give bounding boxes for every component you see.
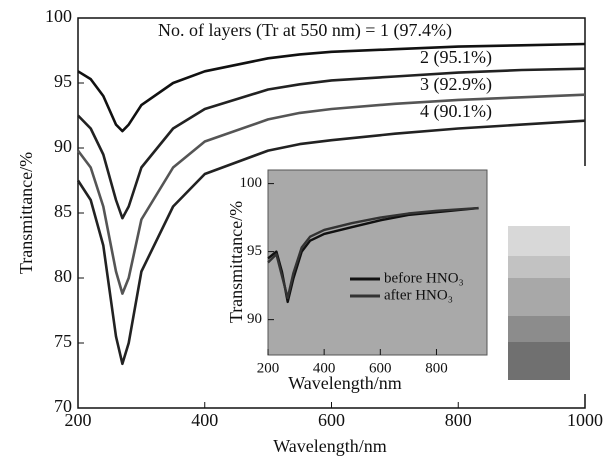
x-tick-label: 400 [313,360,336,376]
y-tick-label: 95 [54,71,72,91]
y-tick-label: 100 [240,175,263,191]
y-tick-label: 95 [247,243,262,259]
inset-y-axis-label: Transmittance/% [226,201,246,323]
inset: Transmittance/% Wavelength/nm 90 95 100 200… [222,166,600,394]
swatch-band [508,226,570,256]
y-tick-label: 85 [54,201,72,221]
x-tick-label: 200 [257,360,280,376]
series-line [267,206,479,300]
swatch-band [508,342,570,380]
swatch-band [508,256,570,278]
x-axis-label: Wavelength/nm [273,436,387,456]
x-tick-label: 600 [369,360,392,376]
legend-label: before HNO₃ [384,270,464,286]
swatch-band [508,316,570,342]
x-tick-label: 200 [65,410,92,430]
annotation: 3 (92.9%) [420,74,492,95]
y-axis-label: Transmittance/% [16,152,36,274]
x-tick-label: 800 [425,360,448,376]
y-tick-label: 75 [54,331,72,351]
inset-x-axis-label: Wavelength/nm [288,373,402,393]
series-line [76,119,586,366]
swatch-band [508,278,570,316]
annotation: No. of layers (Tr at 550 nm) = 1 (97.4%) [158,20,452,41]
y-tick-label: 100 [45,6,72,26]
sample-swatch [508,226,570,380]
y-tick-label: 90 [247,311,262,327]
y-tick-label: 70 [54,396,72,416]
y-tick-label: 80 [54,266,72,286]
annotation: 4 (90.1%) [420,101,492,122]
inset-plot-area [267,169,488,356]
annotation: 2 (95.1%) [420,47,492,68]
series-line [77,67,586,220]
x-tick-label: 800 [445,410,472,430]
series-line [77,42,586,133]
y-tick-label: 90 [54,136,72,156]
series-line [76,93,586,295]
legend-label: after HNO₃ [384,287,453,303]
x-tick-label: 400 [191,410,218,430]
x-tick-label: 600 [318,410,345,430]
x-tick-label: 1000 [567,410,603,430]
